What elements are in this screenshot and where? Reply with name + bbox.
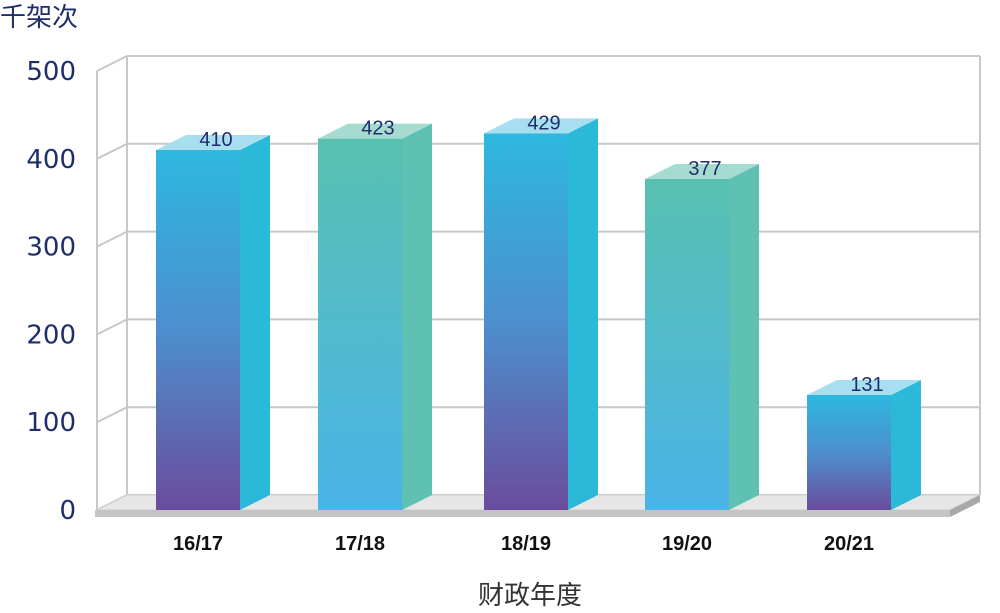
data-label: 410 <box>199 129 232 151</box>
bar-top <box>318 123 432 139</box>
x-tick-label: 19/20 <box>662 533 712 555</box>
data-label: 429 <box>527 112 560 134</box>
x-tick-label: 18/19 <box>501 533 551 555</box>
x-tick-label: 17/18 <box>335 533 385 555</box>
bar-1 <box>156 135 270 510</box>
data-label: 423 <box>361 118 394 140</box>
bar-2 <box>318 123 432 510</box>
bar-front <box>318 138 402 510</box>
gridline-side <box>96 406 128 424</box>
gridline-side <box>96 318 128 336</box>
y-tick-label: 100 <box>26 408 76 438</box>
x-tick-label: 16/17 <box>173 533 223 555</box>
data-label: 131 <box>850 374 883 396</box>
y-tick-label: 0 <box>59 496 76 526</box>
y-tick-label: 300 <box>26 233 76 263</box>
gridline-side <box>96 142 128 160</box>
bar-front <box>484 133 568 510</box>
bar-side <box>729 163 759 510</box>
bar-side <box>240 135 270 510</box>
y-tick-label: 200 <box>26 320 76 350</box>
axis-layer: 0 100 200 300 400 500 <box>26 57 981 526</box>
bar-side <box>891 379 921 510</box>
y-tick-label: 500 <box>26 57 76 87</box>
y-axis-label: 千架次 <box>0 3 78 33</box>
bar-3 <box>484 118 598 510</box>
bar-5 <box>807 379 921 510</box>
bar-front <box>807 394 891 510</box>
bar-front <box>645 178 729 510</box>
data-label: 377 <box>688 158 721 180</box>
bar-side <box>568 118 598 510</box>
bar-top <box>807 379 921 395</box>
bar-top <box>156 135 270 151</box>
bars-layer <box>156 118 921 510</box>
bar-side <box>402 123 432 510</box>
floor-front <box>95 510 950 517</box>
bar-front <box>156 150 240 510</box>
labels-layer: 410 16/17 423 17/18 429 18/19 377 19/20 131 20/21 <box>173 112 884 555</box>
gridline-side <box>96 55 128 72</box>
x-tick-label: 20/21 <box>824 533 874 555</box>
floor-side <box>950 495 980 517</box>
bar-4 <box>645 163 759 510</box>
y-tick-label: 400 <box>26 145 76 175</box>
bar-top <box>645 163 759 179</box>
bar-top <box>484 118 598 134</box>
x-axis-label: 财政年度 <box>478 581 582 611</box>
gridline-side <box>96 230 128 248</box>
